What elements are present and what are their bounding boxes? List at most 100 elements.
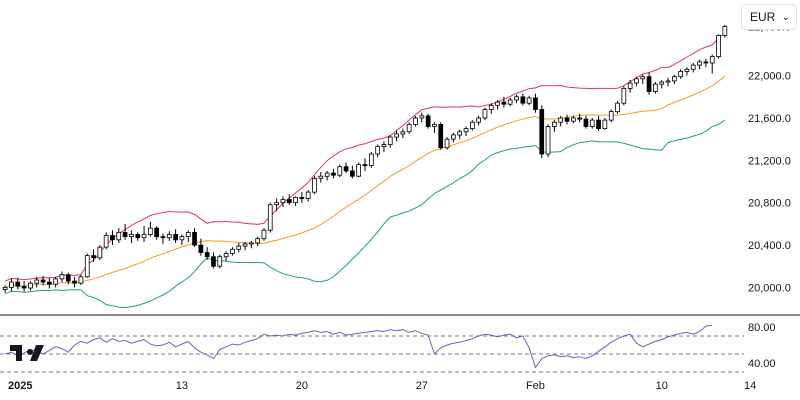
candle[interactable]: [583, 115, 589, 129]
candle[interactable]: [716, 34, 721, 59]
candle[interactable]: [129, 230, 134, 243]
candle[interactable]: [425, 113, 431, 129]
candle[interactable]: [703, 58, 709, 68]
candle[interactable]: [204, 247, 210, 260]
candle[interactable]: [211, 252, 216, 269]
candle[interactable]: [564, 114, 570, 125]
candle[interactable]: [678, 69, 684, 79]
candle[interactable]: [110, 230, 115, 246]
candle[interactable]: [185, 230, 191, 242]
candle[interactable]: [331, 168, 336, 179]
candle[interactable]: [343, 162, 349, 174]
candle[interactable]: [65, 272, 71, 285]
candle[interactable]: [28, 281, 33, 291]
candle[interactable]: [533, 93, 538, 113]
candle[interactable]: [558, 115, 564, 127]
candle[interactable]: [627, 79, 633, 93]
candle[interactable]: [116, 228, 122, 243]
candle[interactable]: [248, 240, 254, 249]
candle[interactable]: [450, 132, 456, 143]
candle[interactable]: [318, 172, 324, 183]
candle[interactable]: [230, 247, 235, 256]
candle[interactable]: [84, 253, 90, 278]
candle[interactable]: [444, 137, 450, 150]
candle[interactable]: [59, 271, 65, 283]
candle[interactable]: [495, 100, 500, 110]
candle[interactable]: [217, 254, 223, 269]
candle[interactable]: [166, 231, 172, 241]
candle[interactable]: [514, 94, 519, 104]
candle[interactable]: [223, 251, 229, 261]
candle[interactable]: [72, 276, 77, 288]
candle[interactable]: [356, 162, 362, 178]
candle[interactable]: [375, 144, 381, 158]
candle[interactable]: [381, 141, 387, 152]
candle[interactable]: [432, 122, 437, 133]
candle[interactable]: [78, 274, 84, 286]
candle[interactable]: [634, 76, 639, 87]
currency-selector[interactable]: EUR ⌄: [741, 4, 797, 30]
candle[interactable]: [602, 118, 608, 130]
candle[interactable]: [21, 281, 27, 292]
candle[interactable]: [154, 226, 159, 240]
candle[interactable]: [646, 72, 652, 95]
candle[interactable]: [672, 74, 677, 85]
candle[interactable]: [349, 165, 355, 179]
candle[interactable]: [97, 245, 103, 260]
candle[interactable]: [400, 128, 406, 139]
candle[interactable]: [299, 192, 305, 203]
candle[interactable]: [482, 107, 488, 121]
candle[interactable]: [589, 118, 595, 129]
candle[interactable]: [413, 115, 418, 127]
candle[interactable]: [640, 74, 646, 85]
rsi-pane[interactable]: [0, 324, 744, 373]
candle[interactable]: [135, 232, 141, 241]
candle[interactable]: [40, 275, 46, 286]
candle[interactable]: [697, 59, 702, 70]
candle[interactable]: [9, 278, 14, 292]
candle[interactable]: [621, 86, 627, 106]
candle[interactable]: [552, 120, 557, 132]
candle[interactable]: [507, 97, 513, 107]
candle[interactable]: [147, 221, 153, 237]
candle[interactable]: [596, 115, 601, 131]
candle[interactable]: [293, 196, 298, 206]
candle[interactable]: [571, 115, 576, 124]
candle[interactable]: [488, 103, 494, 114]
candle[interactable]: [286, 194, 292, 205]
candle[interactable]: [476, 115, 482, 126]
candle[interactable]: [362, 158, 368, 171]
candle[interactable]: [608, 109, 614, 123]
candle[interactable]: [103, 232, 109, 250]
candle[interactable]: [526, 95, 532, 106]
candle[interactable]: [198, 238, 204, 256]
candle[interactable]: [665, 77, 671, 87]
candle[interactable]: [659, 79, 665, 89]
candle[interactable]: [261, 228, 267, 241]
candle[interactable]: [722, 24, 728, 38]
candle[interactable]: [709, 54, 715, 74]
candle[interactable]: [2, 285, 8, 293]
candle[interactable]: [47, 277, 52, 289]
candle[interactable]: [267, 202, 273, 233]
candle[interactable]: [280, 196, 286, 207]
candle[interactable]: [463, 126, 469, 136]
candle[interactable]: [242, 241, 248, 251]
candle[interactable]: [501, 96, 507, 108]
candle[interactable]: [690, 62, 696, 73]
candle[interactable]: [539, 105, 545, 159]
candle[interactable]: [312, 176, 317, 195]
candle[interactable]: [337, 164, 343, 178]
candle[interactable]: [141, 226, 147, 242]
candle[interactable]: [419, 112, 425, 123]
candle[interactable]: [545, 124, 551, 158]
candle[interactable]: [305, 190, 311, 202]
candle[interactable]: [274, 198, 280, 212]
candle[interactable]: [53, 276, 59, 288]
candle[interactable]: [615, 101, 620, 114]
candle[interactable]: [173, 229, 178, 243]
candle[interactable]: [469, 120, 475, 131]
candle[interactable]: [684, 67, 690, 76]
candle[interactable]: [438, 122, 444, 150]
